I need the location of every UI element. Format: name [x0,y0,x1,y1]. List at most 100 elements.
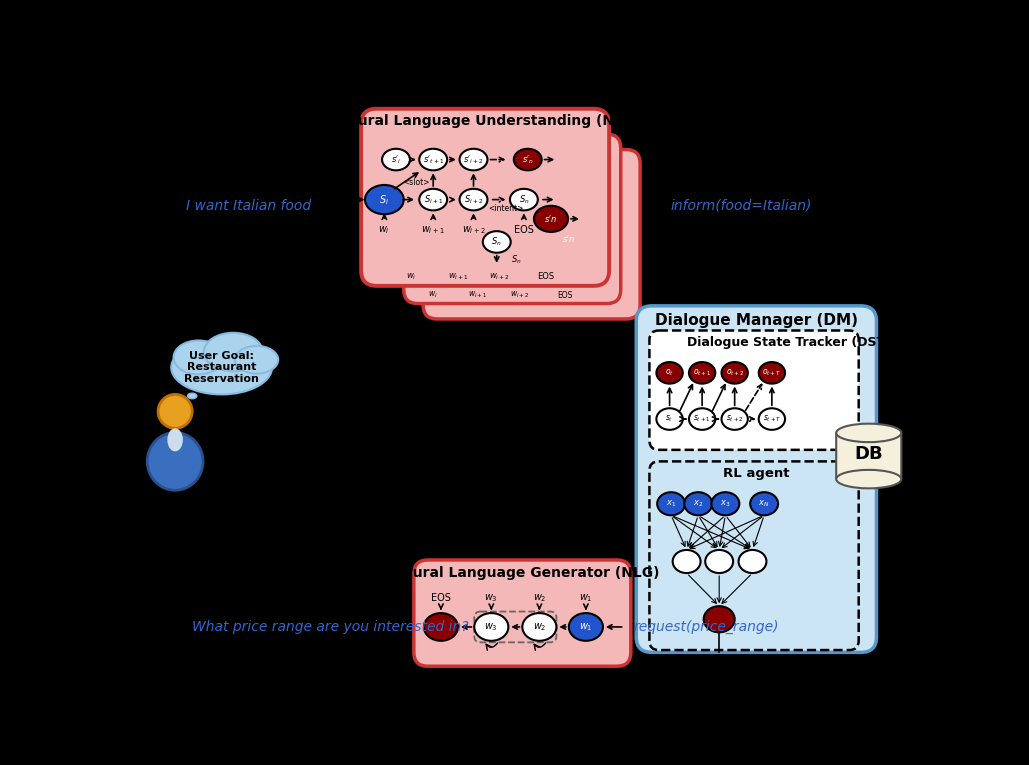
FancyBboxPatch shape [361,109,609,286]
Ellipse shape [657,362,683,383]
Ellipse shape [523,613,557,641]
Text: $s_{t+1}$: $s_{t+1}$ [694,414,711,425]
Text: $w_i$: $w_i$ [379,224,390,236]
Ellipse shape [684,492,712,516]
Text: Dialogue Manager (DM): Dialogue Manager (DM) [654,313,858,328]
Text: DB: DB [854,444,883,463]
Text: $s'_i$: $s'_i$ [391,153,401,166]
Text: $w_{i+2}$: $w_{i+2}$ [462,224,486,236]
FancyBboxPatch shape [837,433,901,479]
Text: $w_2$: $w_2$ [533,621,546,633]
Text: EOS: EOS [431,594,451,604]
Text: EOS: EOS [558,291,572,300]
Ellipse shape [837,470,901,488]
Ellipse shape [711,492,739,516]
Text: $w_{i+2}$: $w_{i+2}$ [489,272,509,282]
Ellipse shape [510,189,538,210]
Text: $s'_n$: $s'_n$ [522,153,534,166]
Text: Dialogue State Tracker (DST): Dialogue State Tracker (DST) [686,336,891,349]
Ellipse shape [168,428,183,451]
Text: $o_t$: $o_t$ [665,368,674,378]
Ellipse shape [721,362,748,383]
Text: inform(food=Italian): inform(food=Italian) [670,199,812,213]
Ellipse shape [204,333,262,371]
Ellipse shape [689,362,715,383]
Text: $S_{i+1}$: $S_{i+1}$ [424,194,442,206]
Ellipse shape [502,249,530,271]
Ellipse shape [424,613,458,641]
Ellipse shape [365,185,403,214]
Text: $s_{t+T}$: $s_{t+T}$ [762,414,781,425]
Text: What price range are you interested in?: What price range are you interested in? [191,620,468,634]
Text: $w_{i+1}$: $w_{i+1}$ [468,290,487,301]
Ellipse shape [750,492,778,516]
Text: $o_{t+2}$: $o_{t+2}$ [725,368,744,378]
Text: request(price_range): request(price_range) [633,620,779,634]
Text: User Goal:
Restaurant
Reservation: User Goal: Restaurant Reservation [184,351,259,384]
FancyBboxPatch shape [423,149,640,319]
Text: $S_n$: $S_n$ [519,194,529,206]
FancyBboxPatch shape [414,560,631,666]
Text: $w_3$: $w_3$ [485,593,498,604]
Ellipse shape [382,148,410,171]
Circle shape [158,395,192,428]
Text: $s_{t+2}$: $s_{t+2}$ [725,414,743,425]
Text: I want Italian food: I want Italian food [186,199,312,213]
Ellipse shape [721,409,748,430]
Ellipse shape [704,606,735,633]
Text: $w_{i+2}$: $w_{i+2}$ [510,290,530,301]
Ellipse shape [758,362,785,383]
FancyBboxPatch shape [636,306,877,653]
Ellipse shape [235,346,278,373]
Ellipse shape [657,409,683,430]
FancyBboxPatch shape [649,330,858,450]
Text: <intent>: <intent> [489,204,524,213]
Ellipse shape [673,550,701,573]
Text: $o_{t+T}$: $o_{t+T}$ [762,368,781,378]
Ellipse shape [460,189,488,210]
Text: $x_N$: $x_N$ [758,499,770,509]
Ellipse shape [147,432,203,490]
Ellipse shape [552,225,586,251]
Text: $w_{i+1}$: $w_{i+1}$ [448,272,468,282]
Text: $w_3$: $w_3$ [485,621,498,633]
Ellipse shape [171,340,272,395]
Ellipse shape [739,550,767,573]
Text: $S_i$: $S_i$ [380,193,389,207]
Text: $w_i$: $w_i$ [428,290,438,301]
Ellipse shape [419,148,448,171]
Text: <slot>: <slot> [403,178,430,187]
Ellipse shape [513,148,541,171]
Ellipse shape [534,206,568,232]
Text: $S_{i+2}$: $S_{i+2}$ [464,194,484,206]
Ellipse shape [460,148,488,171]
Text: $w_{i+1}$: $w_{i+1}$ [421,224,446,236]
Ellipse shape [658,492,685,516]
Text: $w_2$: $w_2$ [533,593,546,604]
Text: $S_n$: $S_n$ [492,236,502,248]
Text: Natural Language Generator (NLG): Natural Language Generator (NLG) [385,566,660,580]
Text: EOS: EOS [537,272,555,281]
Ellipse shape [758,409,785,430]
Text: $x_2$: $x_2$ [694,499,704,509]
Ellipse shape [689,409,715,430]
Ellipse shape [569,613,603,641]
Text: $s_t$: $s_t$ [666,414,674,425]
Text: $x_1$: $x_1$ [666,499,676,509]
Ellipse shape [187,393,197,399]
Ellipse shape [837,424,901,442]
Text: Natural Language Understanding (NLU): Natural Language Understanding (NLU) [330,114,640,128]
Ellipse shape [705,550,733,573]
Text: $x_3$: $x_3$ [720,499,731,509]
FancyBboxPatch shape [403,134,620,304]
Text: RL agent: RL agent [723,467,789,480]
Text: $w_1$: $w_1$ [579,593,593,604]
Ellipse shape [474,613,508,641]
Text: $w_1$: $w_1$ [579,621,593,633]
Text: $w_i$: $w_i$ [406,272,417,282]
Text: $s'n$: $s'n$ [544,213,558,224]
Text: $s'_{t+1}$: $s'_{t+1}$ [423,153,443,166]
Text: $o_{t+1}$: $o_{t+1}$ [694,368,711,378]
Ellipse shape [174,412,180,415]
Text: EOS: EOS [513,226,534,236]
